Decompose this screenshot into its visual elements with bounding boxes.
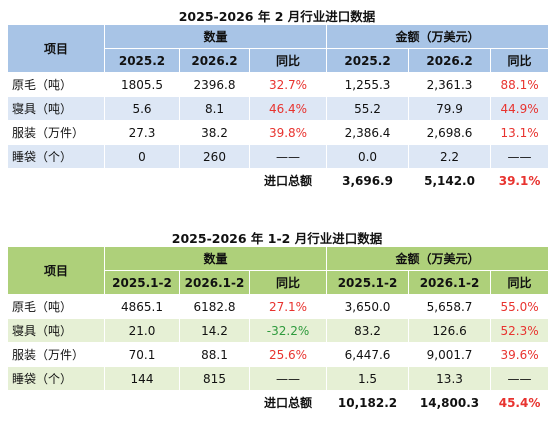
cell-yoy: —— [248, 366, 328, 391]
cell: 126.6 [408, 318, 492, 343]
cell: 70.1 [104, 342, 180, 367]
cell: 6182.8 [179, 294, 250, 319]
cell: 21.0 [104, 318, 180, 343]
table-row: 睡袋（个） 144 815 —— 1.5 13.3 —— [7, 366, 550, 391]
subheader: 2025.1-2 [326, 270, 410, 295]
total-cell: 10,182.2 [326, 390, 410, 415]
cell: 2,361.3 [408, 72, 492, 97]
cell: 6,447.6 [326, 342, 410, 367]
cell: 2.2 [408, 144, 492, 169]
cell: 38.2 [179, 120, 250, 145]
cell-yoy: 39.6% [490, 342, 550, 367]
subheader: 2026.1-2 [408, 270, 492, 295]
subheader: 同比 [490, 48, 550, 73]
table-row: 原毛（吨） 1805.5 2396.8 32.7% 1,255.3 2,361.… [7, 72, 550, 97]
total-yoy: 39.1% [490, 168, 550, 193]
subheader: 2025.2 [326, 48, 410, 73]
table-row: 原毛（吨） 4865.1 6182.8 27.1% 3,650.0 5,658.… [7, 294, 550, 319]
cell-yoy: 32.7% [248, 72, 328, 97]
table-row: 寝具（吨） 5.6 8.1 46.4% 55.2 79.9 44.9% [7, 96, 550, 121]
cell: 2,698.6 [408, 120, 492, 145]
total-row: 进口总额 10,182.2 14,800.3 45.4% [7, 390, 550, 415]
table1-title: 2025-2026 年 2 月行业进口数据 [178, 9, 376, 24]
subheader: 同比 [248, 270, 328, 295]
total-row: 进口总额 3,696.9 5,142.0 39.1% [7, 168, 550, 193]
cell-yoy: 88.1% [490, 72, 550, 97]
subheader: 2026.2 [408, 48, 492, 73]
row-label: 寝具（吨） [7, 318, 105, 343]
cell: 1,255.3 [326, 72, 410, 97]
cell: 144 [104, 366, 180, 391]
import-table-jan-feb: 项目 数量 金额（万美元） 2025.1-2 2026.1-2 同比 2025.… [7, 246, 550, 415]
table-row: 寝具（吨） 21.0 14.2 -32.2% 83.2 126.6 52.3% [7, 318, 550, 343]
cell-yoy: 46.4% [248, 96, 328, 121]
total-cell: 5,142.0 [408, 168, 492, 193]
import-table-feb: 项目 数量 金额（万美元） 2025.2 2026.2 同比 2025.2 20… [7, 24, 550, 193]
cell-yoy: 52.3% [490, 318, 550, 343]
table2-title: 2025-2026 年 1-2 月行业进口数据 [171, 231, 383, 246]
cell: 88.1 [179, 342, 250, 367]
row-label: 原毛（吨） [7, 294, 105, 319]
table-row: 服装（万件） 27.3 38.2 39.8% 2,386.4 2,698.6 1… [7, 120, 550, 145]
cell-yoy: 39.8% [248, 120, 328, 145]
total-yoy: 45.4% [490, 390, 550, 415]
row-label: 睡袋（个） [7, 144, 105, 169]
cell-yoy: 55.0% [490, 294, 550, 319]
header-amount: 金额（万美元） [326, 246, 550, 271]
cell-yoy: -32.2% [248, 318, 328, 343]
cell: 4865.1 [104, 294, 180, 319]
header-item: 项目 [7, 24, 105, 73]
cell: 79.9 [408, 96, 492, 121]
cell: 2396.8 [179, 72, 250, 97]
header-item: 项目 [7, 246, 105, 295]
row-label: 服装（万件） [7, 120, 105, 145]
cell: 55.2 [326, 96, 410, 121]
table-row: 睡袋（个） 0 260 —— 0.0 2.2 —— [7, 144, 550, 169]
cell-yoy: —— [490, 144, 550, 169]
cell: 3,650.0 [326, 294, 410, 319]
cell: 260 [179, 144, 250, 169]
cell: 13.3 [408, 366, 492, 391]
cell-yoy: 44.9% [490, 96, 550, 121]
cell-yoy: 13.1% [490, 120, 550, 145]
subheader: 2026.2 [179, 48, 250, 73]
header-quantity: 数量 [103, 246, 328, 271]
header-amount: 金额（万美元） [326, 24, 550, 49]
cell: 8.1 [179, 96, 250, 121]
cell: 5,658.7 [408, 294, 492, 319]
subheader: 同比 [490, 270, 550, 295]
cell: 9,001.7 [408, 342, 492, 367]
cell: 815 [179, 366, 250, 391]
cell: 14.2 [179, 318, 250, 343]
cell: 0 [104, 144, 180, 169]
header-quantity: 数量 [103, 24, 328, 49]
cell: 1805.5 [104, 72, 180, 97]
subheader: 2025.2 [104, 48, 180, 73]
cell: 5.6 [104, 96, 180, 121]
cell: 1.5 [326, 366, 410, 391]
cell-yoy: —— [490, 366, 550, 391]
total-cell: 3,696.9 [326, 168, 410, 193]
cell-yoy: 25.6% [248, 342, 328, 367]
table-row: 服装（万件） 70.1 88.1 25.6% 6,447.6 9,001.7 3… [7, 342, 550, 367]
row-label: 原毛（吨） [7, 72, 105, 97]
row-label: 睡袋（个） [7, 366, 105, 391]
subheader: 2026.1-2 [179, 270, 250, 295]
total-label: 进口总额 [248, 168, 328, 193]
cell-yoy: —— [248, 144, 328, 169]
cell: 0.0 [326, 144, 410, 169]
cell-yoy: 27.1% [248, 294, 328, 319]
total-cell: 14,800.3 [408, 390, 492, 415]
cell: 27.3 [104, 120, 180, 145]
total-label: 进口总额 [248, 390, 328, 415]
cell: 83.2 [326, 318, 410, 343]
cell: 2,386.4 [326, 120, 410, 145]
row-label: 服装（万件） [7, 342, 105, 367]
subheader: 2025.1-2 [104, 270, 180, 295]
row-label: 寝具（吨） [7, 96, 105, 121]
subheader: 同比 [248, 48, 328, 73]
